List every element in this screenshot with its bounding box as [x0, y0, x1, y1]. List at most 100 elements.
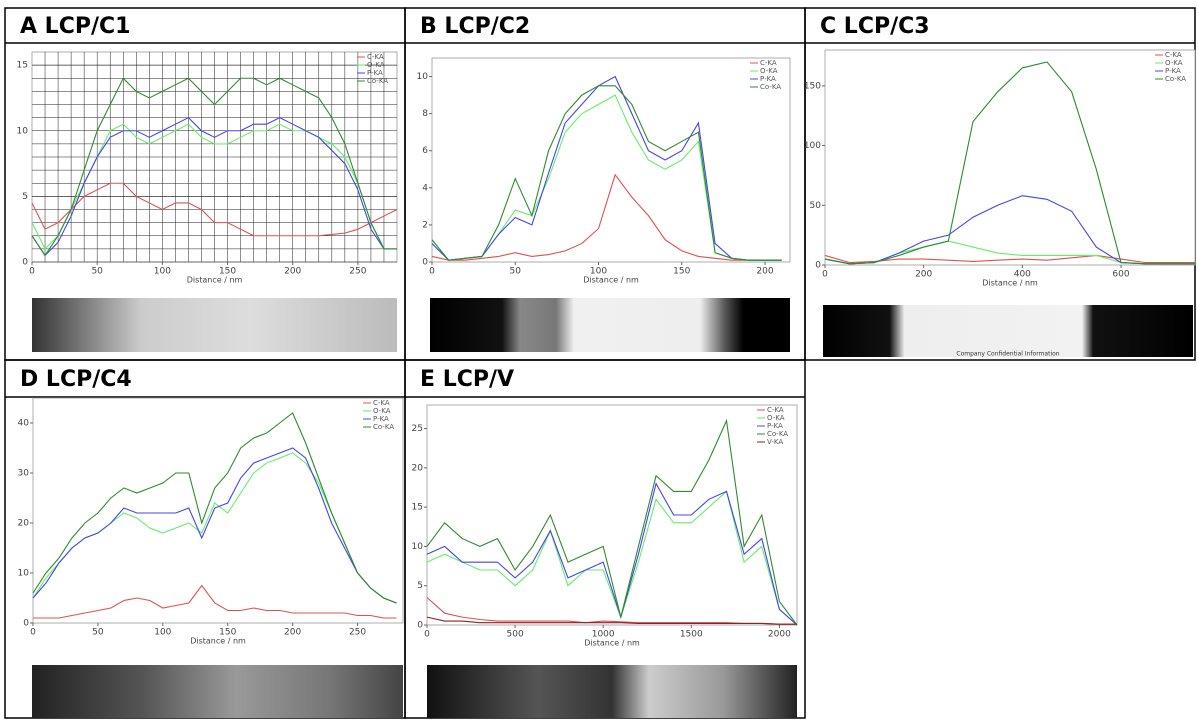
data-line: [824, 254, 1195, 264]
y-tick-label: 30: [18, 469, 30, 479]
y-tick-label: 6: [422, 146, 428, 156]
y-tick-label: 50: [810, 201, 822, 211]
y-tick-label: 5: [22, 192, 28, 202]
x-axis-label: Distance / nm: [584, 639, 640, 648]
legend-label: Co-KA: [1165, 75, 1186, 83]
x-tick-label: 250: [349, 267, 366, 277]
y-tick-label: 10: [18, 569, 30, 579]
legend-label: Co-KA: [767, 430, 788, 438]
y-tick-label: 5: [417, 581, 423, 591]
y-tick-label: 15: [412, 503, 423, 513]
legend-label: P-KA: [1165, 67, 1181, 75]
plot-area: [32, 397, 404, 624]
data-line: [824, 61, 1195, 265]
y-tick-label: 25: [412, 424, 423, 434]
legend-label: O-KA: [367, 61, 385, 69]
x-axis-label: Distance / nm: [583, 276, 639, 285]
y-tick-label: 40: [18, 419, 30, 429]
legend-label: P-KA: [373, 415, 389, 423]
legend-label: C-KA: [1165, 51, 1182, 59]
image-strip: [32, 298, 397, 352]
legend-label: O-KA: [373, 407, 391, 415]
legend-label: P-KA: [767, 422, 783, 430]
legend-label: O-KA: [760, 67, 778, 75]
data-line: [31, 182, 398, 237]
y-tick-label: 10: [417, 72, 429, 82]
data-line: [426, 490, 798, 626]
y-tick-label: 0: [417, 621, 423, 631]
y-tick-label: 0: [815, 261, 821, 271]
x-tick-label: 150: [219, 267, 236, 277]
legend-label: C-KA: [373, 399, 390, 407]
x-tick-label: 50: [510, 267, 522, 277]
y-tick-label: 20: [18, 519, 30, 529]
x-axis-label: Distance / nm: [187, 276, 243, 285]
legend-label: Co-KA: [760, 83, 781, 91]
plot-area: [426, 404, 798, 626]
plot-area: [824, 49, 1196, 266]
data-line: [32, 447, 397, 604]
y-tick-label: 100: [804, 141, 821, 151]
data-line: [426, 482, 798, 626]
x-tick-label: 0: [424, 630, 430, 640]
x-tick-label: 200: [284, 628, 301, 638]
panel-title: E LCP/V: [420, 367, 514, 392]
x-tick-label: 150: [673, 267, 690, 277]
legend-label: O-KA: [767, 414, 785, 422]
data-line: [33, 584, 397, 619]
x-tick-label: 0: [429, 267, 435, 277]
legend-label: Co-KA: [373, 423, 394, 431]
y-tick-label: 0: [23, 619, 29, 629]
y-tick-label: 10: [412, 542, 424, 552]
image-strip: [823, 305, 1193, 357]
x-tick-label: 150: [219, 628, 236, 638]
x-tick-label: 500: [507, 630, 524, 640]
x-tick-label: 250: [349, 628, 366, 638]
y-tick-label: 0: [22, 258, 28, 268]
legend-label: P-KA: [367, 69, 383, 77]
plot-area: [431, 57, 791, 263]
x-tick-label: 200: [756, 267, 773, 277]
x-tick-label: 600: [1112, 270, 1129, 280]
x-tick-label: 200: [915, 270, 932, 280]
y-tick-label: 4: [422, 183, 428, 193]
data-line: [31, 77, 397, 257]
x-tick-label: 0: [29, 267, 35, 277]
image-strip: [427, 665, 797, 718]
data-line: [32, 412, 397, 604]
y-tick-label: 10: [17, 126, 29, 136]
legend-label: P-KA: [760, 75, 776, 83]
x-tick-label: 100: [154, 628, 171, 638]
x-tick-label: 1000: [592, 630, 615, 640]
data-line: [431, 85, 782, 261]
x-tick-label: 100: [590, 267, 607, 277]
x-tick-label: 100: [154, 267, 171, 277]
x-tick-label: 200: [284, 267, 301, 277]
legend-label: Co-KA: [367, 77, 388, 85]
image-caption: Company Confidential Information: [956, 351, 1059, 358]
data-line: [31, 116, 397, 257]
x-tick-label: 0: [822, 270, 828, 280]
x-tick-label: 50: [91, 267, 103, 277]
y-tick-label: 15: [17, 61, 28, 71]
x-tick-label: 0: [30, 628, 36, 638]
image-strip: [430, 298, 790, 352]
legend-label: V-KA: [767, 438, 783, 446]
panel-title: D LCP/C4: [20, 367, 132, 392]
data-line: [431, 75, 782, 261]
panel-title: B LCP/C2: [420, 14, 530, 39]
data-line: [431, 173, 782, 261]
panel-title: A LCP/C1: [20, 14, 130, 39]
image-strip: [32, 665, 403, 718]
y-tick-label: 20: [412, 463, 424, 473]
legend-label: O-KA: [1165, 59, 1183, 67]
x-tick-label: 1500: [680, 630, 703, 640]
legend-label: C-KA: [767, 406, 784, 414]
y-tick-label: 0: [422, 258, 428, 268]
x-axis-label: Distance / nm: [982, 279, 1038, 288]
x-tick-label: 50: [92, 628, 104, 638]
y-tick-label: 8: [422, 109, 428, 119]
x-tick-label: 400: [1014, 270, 1031, 280]
data-line: [426, 616, 797, 625]
